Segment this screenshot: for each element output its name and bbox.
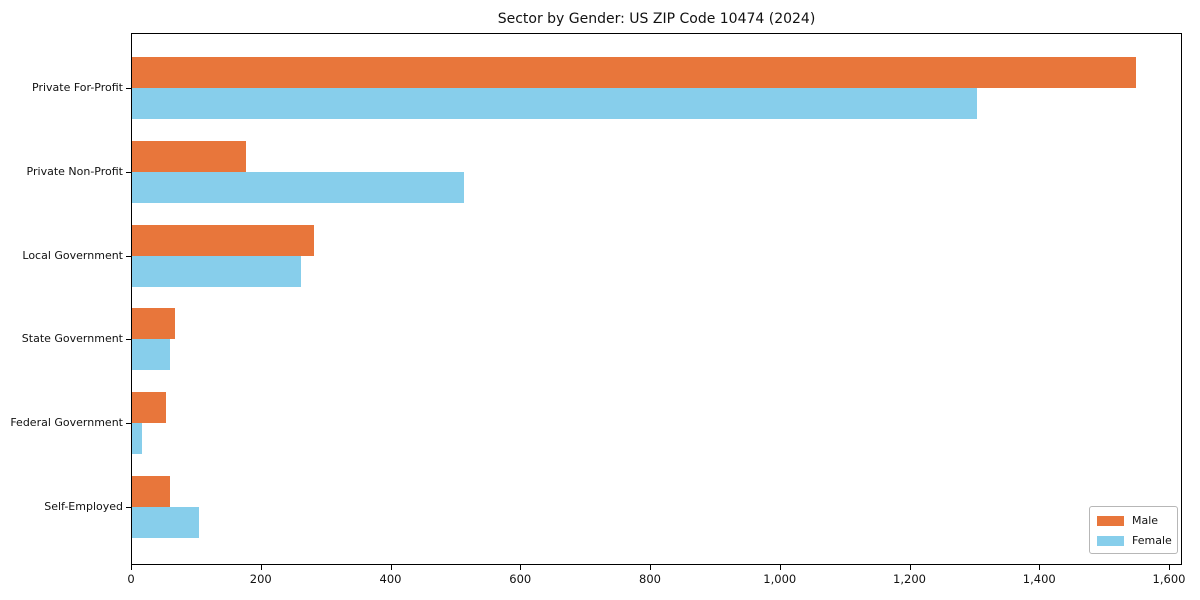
y-tick-mark (126, 171, 131, 173)
x-tick-mark (779, 565, 781, 570)
x-tick-label: 1,200 (893, 572, 926, 586)
legend-label: Female (1132, 534, 1172, 547)
x-tick-mark (520, 565, 522, 570)
bar-female-4 (132, 423, 142, 455)
y-category-label: Private Non-Profit (26, 164, 123, 178)
x-tick-label: 1,400 (1022, 572, 1056, 586)
bar-male-3 (132, 308, 175, 340)
y-category-label: State Government (21, 332, 123, 346)
y-category-label: Federal Government (10, 416, 123, 430)
x-tick-mark (390, 565, 392, 570)
bar-male-4 (132, 392, 166, 424)
legend: Male Female (1089, 506, 1178, 554)
x-tick-label: 0 (127, 572, 135, 586)
bar-female-3 (132, 339, 170, 371)
y-category-label: Private For-Profit (32, 81, 123, 94)
bar-female-5 (132, 507, 199, 538)
bar-female-2 (132, 255, 301, 287)
x-tick-mark (260, 565, 262, 570)
bar-female-0 (132, 88, 977, 119)
y-tick-mark (126, 507, 131, 508)
x-tick-label: 1,000 (763, 572, 797, 586)
bar-female-1 (132, 171, 464, 203)
y-tick-mark (126, 88, 131, 89)
bar-male-2 (132, 224, 314, 256)
x-tick-mark (650, 565, 651, 570)
x-tick-mark (909, 565, 911, 570)
bar-male-0 (132, 57, 1136, 88)
x-tick-mark (1169, 565, 1171, 570)
chart-title: Sector by Gender: US ZIP Code 10474 (202… (497, 11, 816, 27)
x-tick-mark (131, 565, 132, 570)
y-tick-mark (126, 255, 131, 257)
x-tick-mark (1039, 565, 1041, 570)
plot-area (131, 33, 1182, 565)
legend-item-female: Female (1097, 533, 1172, 548)
y-tick-mark (126, 339, 131, 341)
x-tick-label: 800 (639, 572, 661, 586)
legend-label: Male (1132, 514, 1159, 527)
legend-item-male: Male (1097, 513, 1170, 528)
legend-swatch-male (1097, 515, 1124, 526)
x-tick-label: 200 (249, 572, 272, 586)
bar-male-1 (132, 140, 246, 172)
x-tick-label: 600 (509, 572, 532, 586)
x-tick-label: 1,600 (1152, 572, 1186, 586)
y-category-label: Self-Employed (44, 500, 123, 513)
y-category-label: Local Government (22, 248, 123, 262)
bar-male-5 (132, 476, 170, 507)
x-tick-label: 400 (379, 572, 402, 586)
legend-swatch-female (1097, 535, 1124, 546)
y-tick-mark (126, 423, 131, 425)
